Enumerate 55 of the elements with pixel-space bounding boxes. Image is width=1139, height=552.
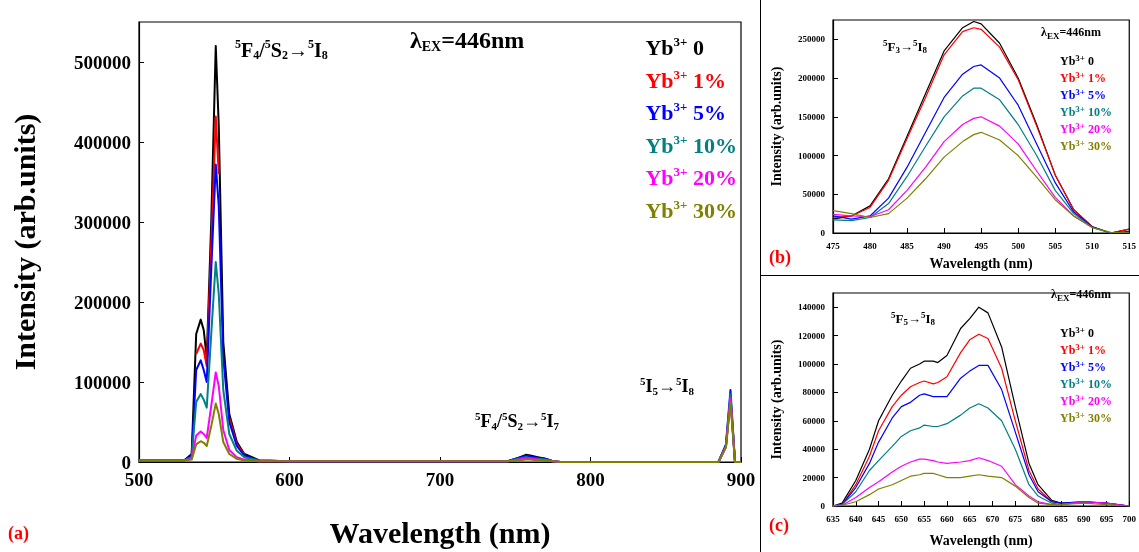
y-tick-label: 20000: [802, 472, 826, 483]
x-tick-label: 485: [900, 240, 915, 251]
x-tick-label: 690: [1076, 513, 1091, 524]
x-tick-label: 600: [275, 469, 304, 490]
y-axis-title: Intensity (arb.units): [768, 339, 785, 460]
y-tick-label: 300000: [74, 211, 131, 233]
x-axis-title: Wavelength (nm): [929, 532, 1033, 549]
y-tick-label: 200000: [74, 291, 131, 313]
x-tick-label: 645: [871, 513, 886, 524]
text: (c): [769, 515, 789, 536]
y-tick-label: 60000: [802, 415, 826, 426]
y-tick-label: 100000: [74, 371, 131, 393]
y-tick-label: 140000: [798, 302, 826, 313]
y-axis-title: Intensity (arb.units): [7, 113, 42, 371]
y-axis-title: Intensity (arb.units): [768, 66, 785, 187]
x-tick-label: 655: [917, 513, 932, 524]
x-tick-label: 675: [1008, 513, 1023, 524]
x-tick-label: 480: [863, 240, 878, 251]
x-tick-label: 685: [1054, 513, 1069, 524]
x-tick-label: 670: [985, 513, 1000, 524]
x-axis-title: Wavelength (nm): [329, 515, 551, 550]
x-tick-label: 660: [940, 513, 955, 524]
y-tick-label: 0: [820, 501, 826, 511]
x-tick-label: 490: [937, 240, 952, 251]
y-tick-label: 50000: [802, 189, 826, 200]
x-tick-label: 510: [1085, 240, 1100, 251]
x-tick-label: 635: [826, 513, 841, 524]
x-tick-label: 695: [1099, 513, 1114, 524]
y-tick-label: 0: [820, 228, 826, 238]
x-tick-label: 665: [962, 513, 977, 524]
text: (a): [8, 523, 29, 544]
y-tick-label: 120000: [798, 330, 826, 341]
x-tick-label: 475: [826, 240, 841, 251]
x-tick-label: 800: [576, 469, 605, 490]
x-tick-label: 900: [726, 469, 756, 490]
y-tick-label: 80000: [802, 387, 826, 398]
y-tick-label: 500000: [74, 51, 131, 73]
x-tick-label: 505: [1048, 240, 1063, 251]
y-tick-label: 100000: [798, 150, 826, 161]
y-tick-label: 250000: [798, 34, 826, 45]
x-tick-label: 700: [425, 469, 455, 490]
x-tick-label: 700: [1122, 513, 1137, 524]
text: (b): [769, 247, 791, 268]
x-tick-label: 680: [1031, 513, 1046, 524]
y-tick-label: 400000: [74, 131, 131, 153]
x-tick-label: 650: [894, 513, 909, 524]
x-tick-label: 495: [974, 240, 989, 251]
y-tick-label: 150000: [798, 111, 826, 122]
x-tick-label: 640: [849, 513, 864, 524]
y-tick-label: 40000: [802, 444, 826, 455]
y-tick-label: 100000: [798, 359, 826, 369]
y-tick-label: 200000: [798, 73, 826, 84]
x-tick-label: 500: [1011, 240, 1026, 251]
x-tick-label: 515: [1122, 240, 1137, 251]
x-axis-title: Wavelength (nm): [929, 255, 1033, 272]
